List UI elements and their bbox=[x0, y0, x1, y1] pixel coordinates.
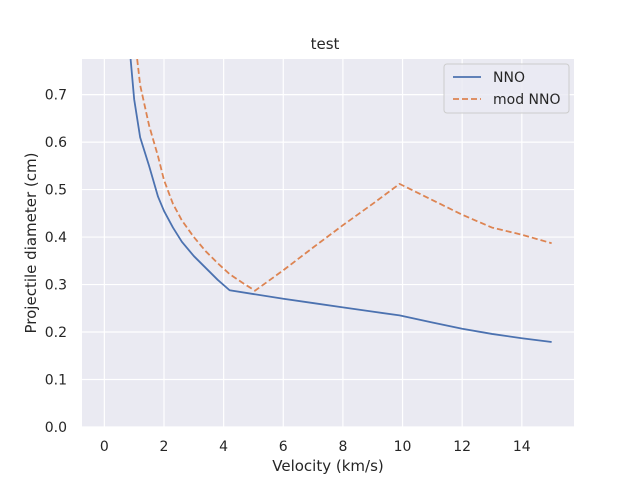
x-axis-label: Velocity (km/s) bbox=[272, 457, 383, 475]
y-tick-label: 0.1 bbox=[45, 373, 67, 389]
x-tick-label: 6 bbox=[279, 439, 288, 455]
y-tick-label: 0.4 bbox=[45, 230, 67, 246]
x-tick-label: 14 bbox=[513, 439, 531, 455]
y-tick-label: 0.6 bbox=[45, 135, 67, 151]
y-tick-label: 0.0 bbox=[45, 420, 67, 436]
x-tick-label: 2 bbox=[160, 439, 169, 455]
x-axis-ticks: 0 2 4 6 8 10 12 14 bbox=[100, 439, 531, 455]
y-tick-label: 0.3 bbox=[45, 278, 67, 294]
legend: NNO mod NNO bbox=[443, 63, 570, 114]
series-line-mod-nno bbox=[136, 59, 552, 292]
plot-area bbox=[82, 59, 574, 427]
chart-title: test bbox=[311, 35, 340, 53]
x-tick-label: 12 bbox=[453, 439, 471, 455]
x-tick-label: 8 bbox=[338, 439, 347, 455]
y-axis-label: Projectile diameter (cm) bbox=[22, 153, 40, 334]
series-line-nno bbox=[129, 59, 552, 343]
legend-label-nno: NNO bbox=[493, 70, 525, 86]
y-tick-label: 0.5 bbox=[45, 183, 67, 199]
y-tick-label: 0.7 bbox=[45, 88, 67, 104]
x-tick-label: 0 bbox=[100, 439, 109, 455]
legend-label-mod-nno: mod NNO bbox=[493, 92, 561, 108]
x-tick-label: 10 bbox=[394, 439, 412, 455]
y-axis-ticks: 0.0 0.1 0.2 0.3 0.4 0.5 0.6 0.7 bbox=[45, 88, 67, 436]
series-layer bbox=[129, 59, 552, 343]
x-tick-label: 4 bbox=[219, 439, 228, 455]
y-tick-label: 0.2 bbox=[45, 325, 67, 341]
